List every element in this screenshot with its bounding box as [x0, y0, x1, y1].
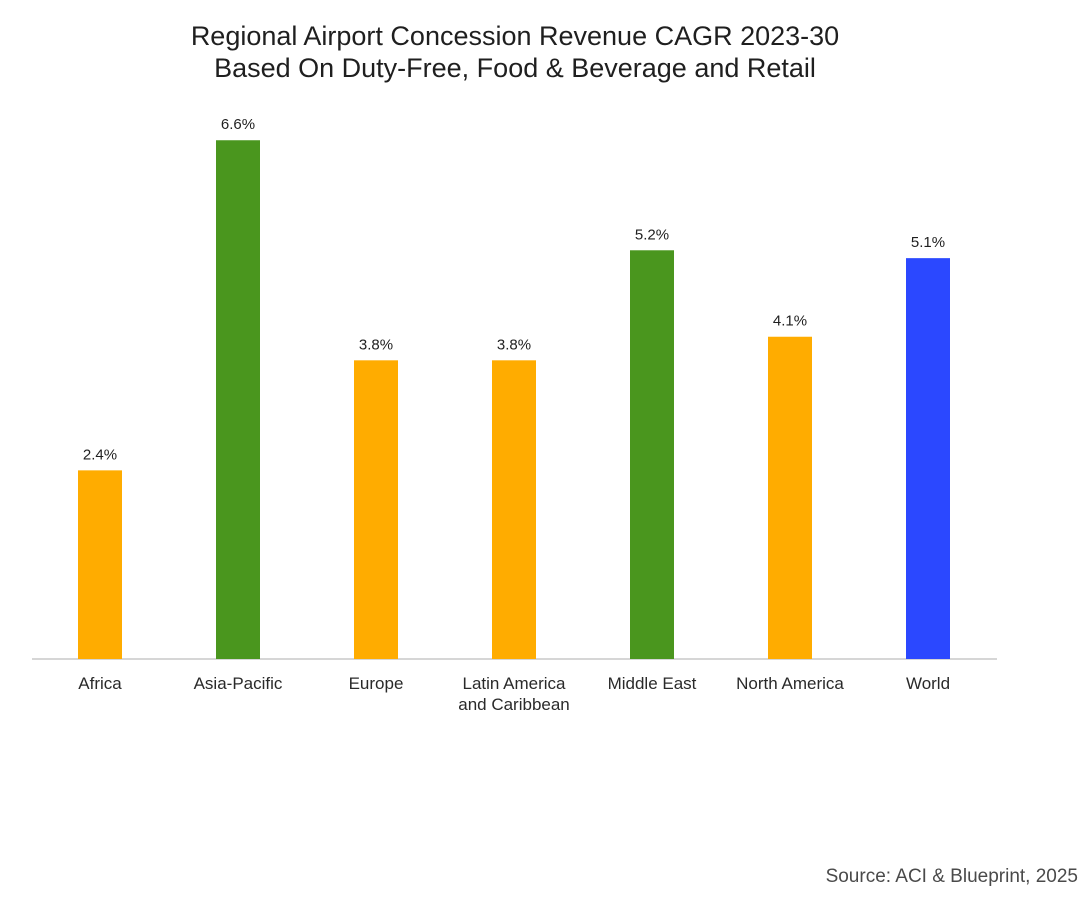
category-label: Latin America and Caribbean	[458, 674, 570, 714]
bar	[216, 140, 260, 660]
category-label-line: Europe	[349, 674, 404, 693]
data-label: 4.1%	[773, 313, 807, 330]
bar	[906, 258, 950, 659]
category-label-line: North America	[736, 674, 844, 693]
bar	[768, 336, 812, 659]
category-label: World	[906, 674, 950, 693]
bar	[492, 360, 536, 659]
category-label: Middle East	[608, 674, 697, 693]
category-label: Europe	[349, 674, 404, 693]
data-label: 2.4%	[83, 446, 117, 463]
data-label: 3.8%	[497, 336, 531, 353]
category-label: Asia-Pacific	[194, 674, 283, 693]
category-label-line: Asia-Pacific	[194, 674, 283, 693]
category-label: North America	[736, 674, 844, 693]
bar	[630, 250, 674, 659]
data-label: 6.6%	[221, 116, 255, 133]
category-label-line: and Caribbean	[458, 695, 570, 714]
chart-title: Regional Airport Concession Revenue CAGR…	[0, 20, 1030, 84]
category-label-line: Africa	[78, 674, 122, 693]
category-label-line: Latin America	[463, 674, 567, 693]
data-label: 5.2%	[635, 226, 669, 243]
bar	[78, 470, 122, 659]
chart-subtitle-line: Based On Duty-Free, Food & Beverage and …	[214, 53, 816, 83]
data-label: 5.1%	[911, 234, 945, 251]
bar	[354, 360, 398, 659]
category-label-line: World	[906, 674, 950, 693]
category-label-line: Middle East	[608, 674, 697, 693]
data-label: 3.8%	[359, 336, 393, 353]
category-label: Africa	[78, 674, 122, 693]
chart-title-line: Regional Airport Concession Revenue CAGR…	[190, 21, 840, 51]
source-note: Source: ACI & Blueprint, 2025	[825, 866, 1078, 887]
